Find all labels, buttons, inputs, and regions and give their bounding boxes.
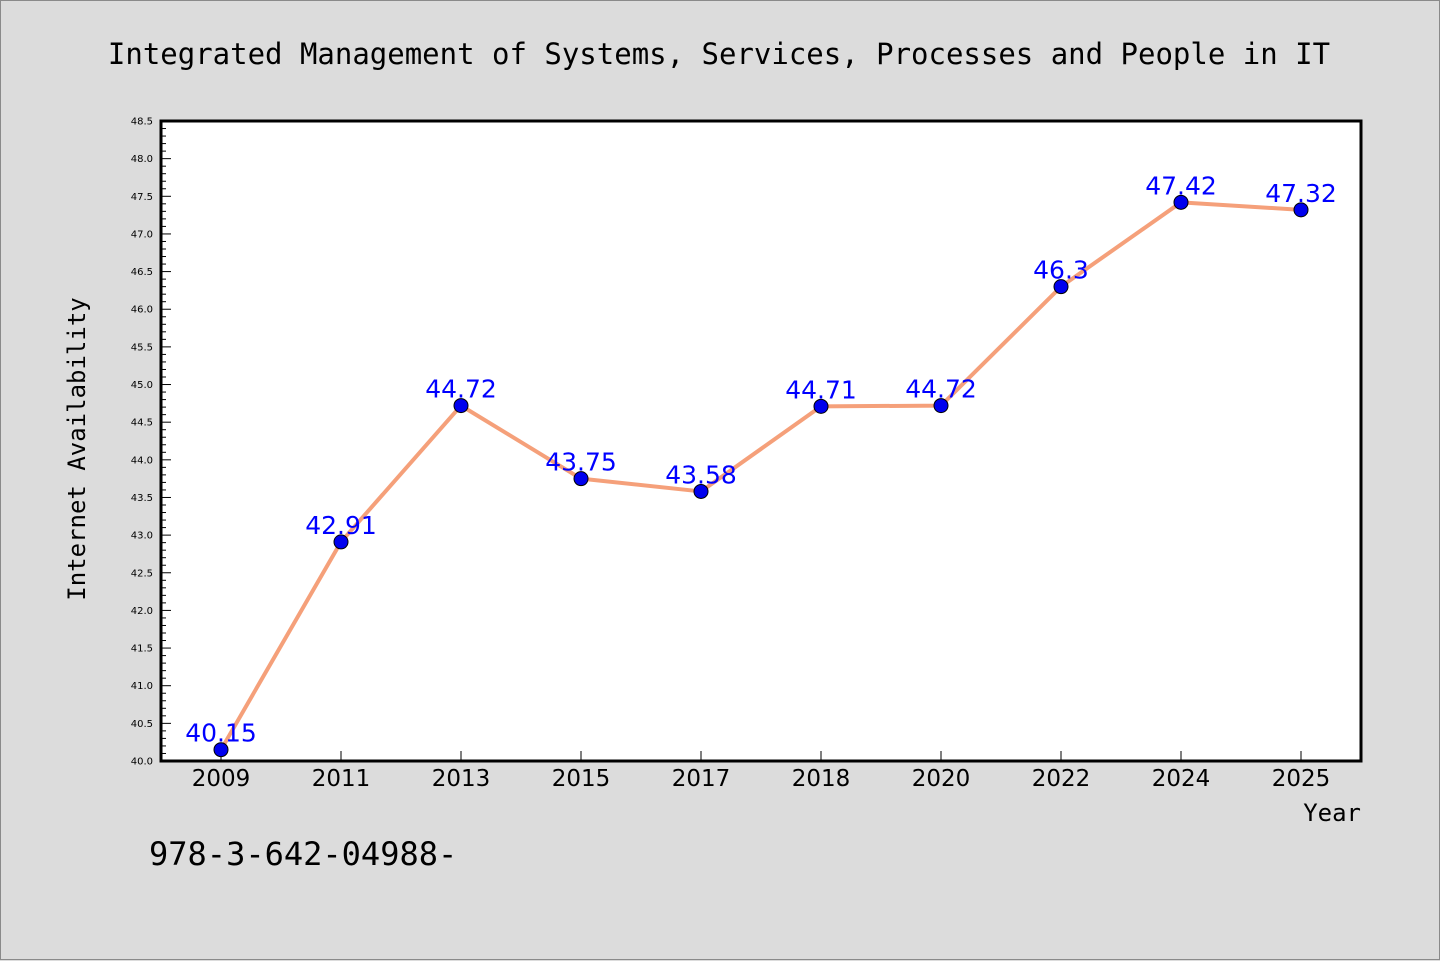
- data-point: [813, 398, 829, 414]
- isbn-footer: 978-3-642-04988-: [149, 835, 457, 873]
- y-tick-label: 41.0: [131, 681, 153, 692]
- y-tick-label: 44.5: [131, 418, 153, 429]
- data-label: 42.91: [305, 511, 377, 540]
- x-tick-label: 2022: [1032, 766, 1091, 792]
- series-group: [213, 194, 1309, 758]
- data-point: [333, 534, 349, 550]
- data-label: 44.72: [905, 375, 977, 404]
- x-tick-label: 2024: [1152, 766, 1211, 792]
- y-tick-label: 47.0: [131, 229, 153, 240]
- y-tick-label: 41.5: [131, 644, 153, 655]
- y-tick-label: 40.5: [131, 719, 153, 730]
- y-tick-label: 45.0: [131, 380, 153, 391]
- data-point: [693, 483, 709, 499]
- y-tick-label: 46.5: [131, 267, 153, 278]
- y-tick-label: 42.5: [131, 568, 153, 579]
- data-point: [453, 398, 469, 414]
- y-tick-label: 43.5: [131, 493, 153, 504]
- plot-area: [161, 121, 1361, 761]
- data-label: 46.3: [1033, 256, 1089, 285]
- y-tick-label: 48.0: [131, 154, 153, 165]
- series-line: [219, 200, 1302, 751]
- data-label: 43.75: [545, 448, 617, 477]
- data-point: [573, 471, 589, 487]
- y-tick-label: 46.0: [131, 305, 153, 316]
- data-point: [1173, 194, 1189, 210]
- data-point: [1293, 202, 1309, 218]
- y-tick-label: 47.5: [131, 192, 153, 203]
- x-tick-label: 2018: [792, 766, 851, 792]
- y-tick-label: 42.0: [131, 606, 153, 617]
- x-tick-label: 2015: [552, 766, 611, 792]
- y-tick-label: 44.0: [131, 455, 153, 466]
- data-label: 43.58: [665, 460, 737, 489]
- x-tick-label: 2009: [192, 766, 251, 792]
- y-tick-label: 48.5: [131, 117, 153, 128]
- data-labels: 40.15 42.91 44.72 43.75 43.58 44.71 44.72 46.3 4…: [185, 171, 1337, 747]
- y-axis-label: Internet Availability: [63, 297, 91, 600]
- data-point: [213, 742, 229, 758]
- x-axis: 2009 2011 2013 2015 2017 2018 2020 2022 2024 2025: [192, 751, 1331, 792]
- x-tick-label: 2020: [912, 766, 971, 792]
- data-point: [933, 398, 949, 414]
- data-label: 47.32: [1265, 179, 1337, 208]
- x-axis-label: Year: [1303, 799, 1361, 827]
- plot-frame: [159, 119, 1363, 763]
- y-tick-label: 40.0: [131, 757, 153, 768]
- y-tick-label: 43.0: [131, 531, 153, 542]
- data-point: [1053, 279, 1069, 295]
- x-tick-label: 2013: [432, 766, 491, 792]
- x-tick-label: 2011: [312, 766, 371, 792]
- x-tick-label: 2025: [1272, 766, 1331, 792]
- data-label: 47.42: [1145, 171, 1217, 200]
- data-label: 44.72: [425, 375, 497, 404]
- chart-title: Integrated Management of Systems, Servic…: [108, 37, 1330, 71]
- data-label: 40.15: [185, 719, 257, 748]
- y-tick-label: 45.5: [131, 342, 153, 353]
- data-label: 44.71: [785, 375, 857, 404]
- x-tick-label: 2017: [672, 766, 731, 792]
